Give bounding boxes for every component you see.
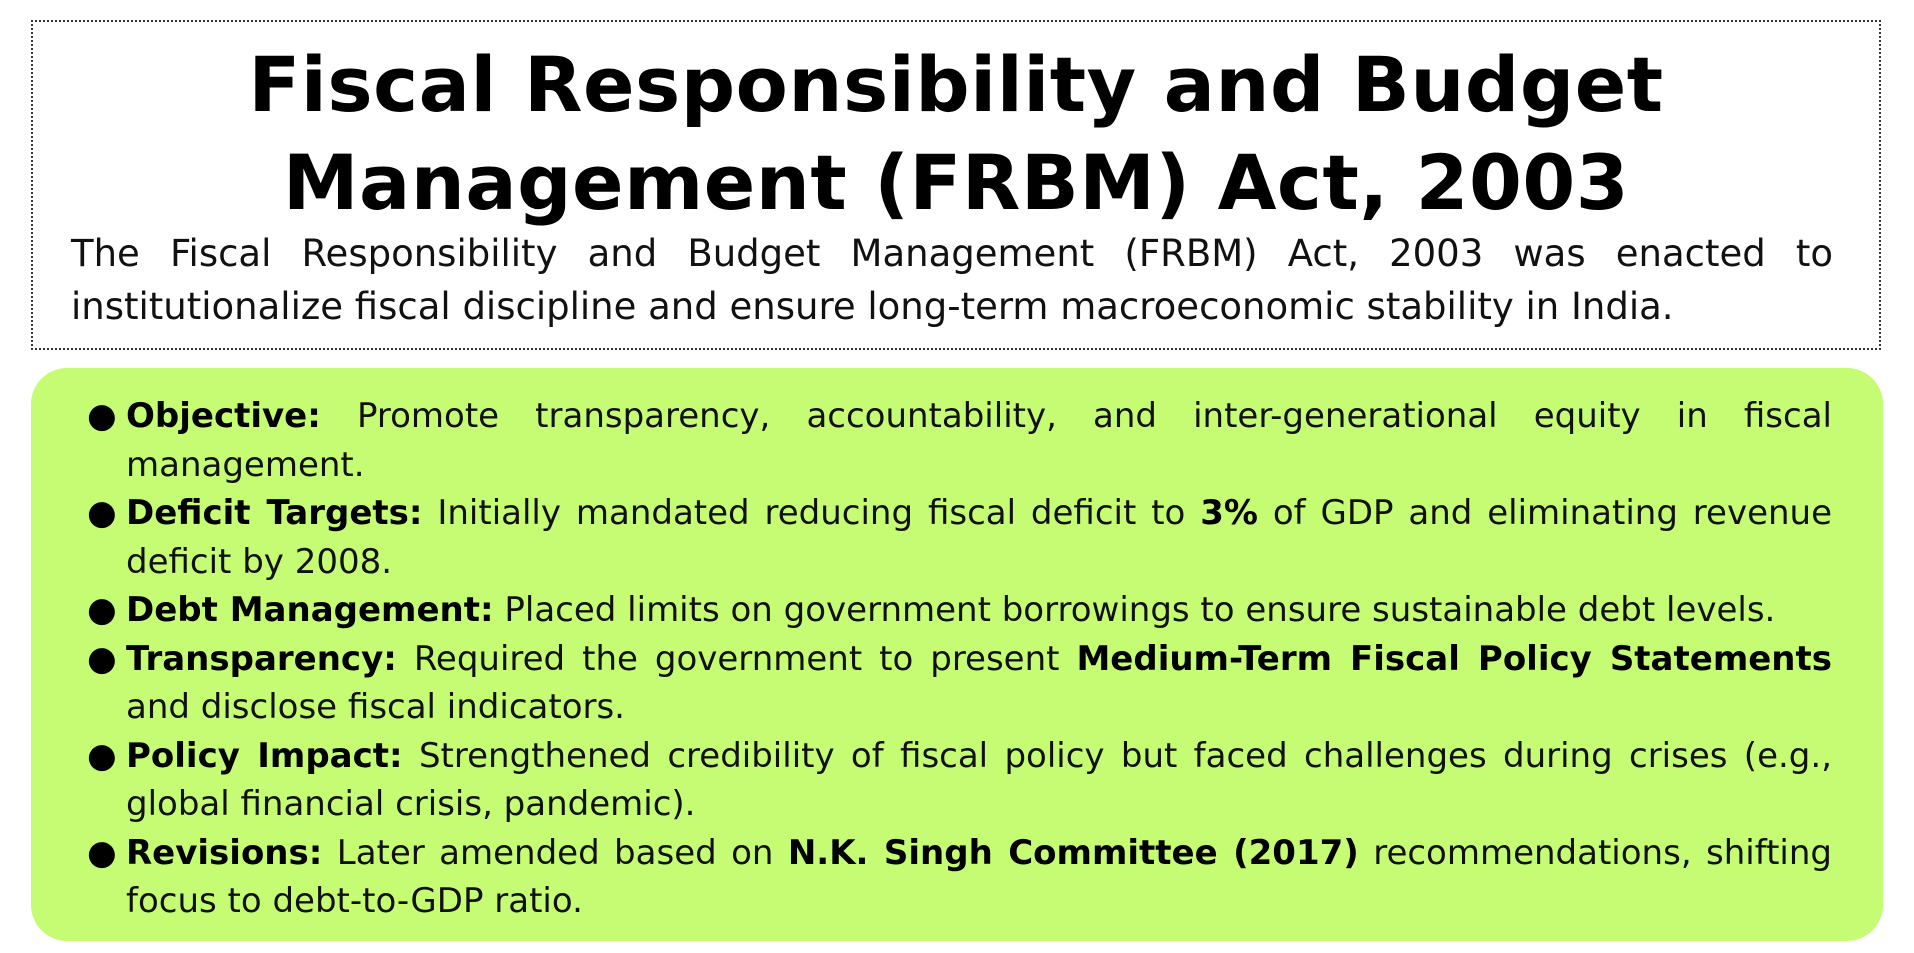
header-box: Fiscal Responsibility and Budget Managem… [31, 20, 1881, 350]
point-revisions: ● Revisions: Later amended based on N.K. … [87, 829, 1833, 926]
point-text: Promote transparency, accountability, an… [126, 396, 1832, 485]
point-objective: ● Objective: Promote transparency, accoun… [87, 392, 1832, 489]
point-label: Transparency: [126, 638, 397, 679]
page-title: Fiscal Responsibility and Budget Managem… [248, 40, 1664, 227]
point-deficit-targets: ● Deficit Targets: Initially mandated red… [87, 489, 1832, 586]
point-text: recommendations, shifting focus to debt-… [126, 832, 1833, 922]
point-label: Revisions: [126, 832, 323, 873]
point-text: Later amended based on [322, 832, 788, 873]
bullet-icon: ● [87, 396, 117, 436]
point-text: Strengthened credibility of fiscal polic… [126, 735, 1832, 825]
point-policy-impact: ● Policy Impact: Strengthened credibility… [87, 732, 1832, 829]
point-label: Debt Management: [126, 590, 494, 630]
bullet-icon: ● [87, 832, 117, 873]
point-text: Placed limits on government borrowings t… [493, 590, 1776, 630]
point-text: Required the government to present [396, 638, 1077, 679]
point-label: Policy Impact: [126, 735, 403, 776]
bullet-icon: ● [87, 590, 117, 630]
intro-paragraph: The Fiscal Responsibility and Budget Man… [71, 232, 1833, 328]
point-label: Objective: [126, 396, 321, 436]
point-text: Initially mandated reducing fiscal defic… [422, 493, 1201, 533]
point-text: of GDP and eliminating revenue deficit b… [126, 493, 1832, 582]
point-emphasis: Medium-Term Fiscal Policy Statements [1076, 638, 1832, 679]
bullet-icon: ● [87, 735, 117, 776]
point-emphasis: 3% [1200, 493, 1258, 533]
key-points-list: ● Objective: Promote transparency, accoun… [87, 392, 1833, 926]
point-label: Deficit Targets: [126, 493, 423, 533]
point-text: and disclose fiscal indicators. [126, 687, 625, 727]
bullet-icon: ● [87, 638, 117, 679]
point-debt-management: ● Debt Management: Placed limits on gover… [87, 586, 1832, 635]
point-emphasis: N.K. Singh Committee (2017) [787, 832, 1359, 873]
bullet-icon: ● [87, 493, 117, 533]
key-points-panel: ● Objective: Promote transparency, accoun… [31, 368, 1883, 941]
point-transparency: ● Transparency: Required the government t… [87, 635, 1832, 732]
